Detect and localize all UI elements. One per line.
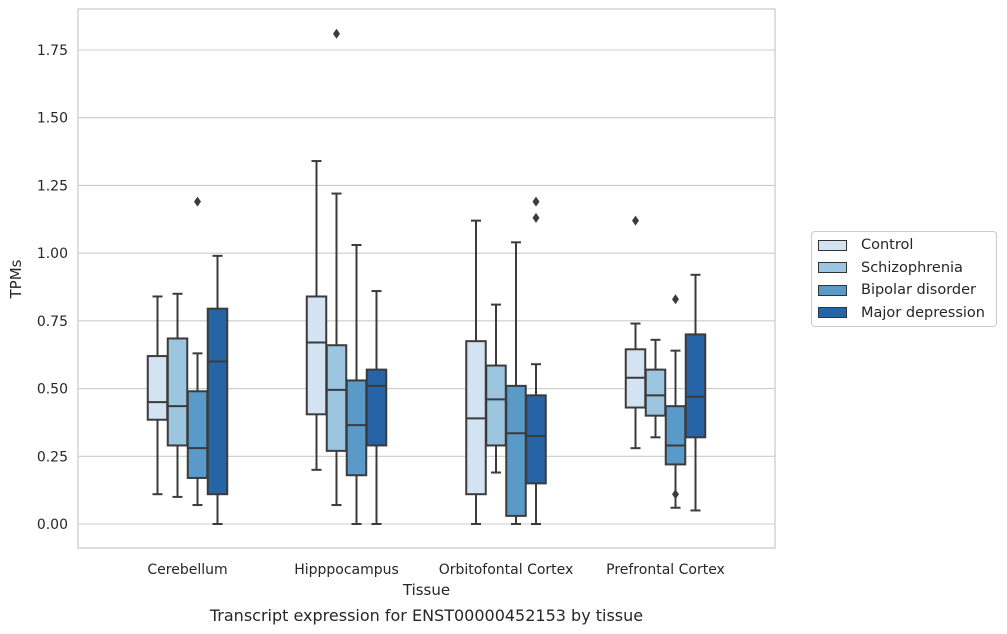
x-tick-label: Cerebellum (147, 562, 227, 578)
box-schizophrenia (166, 292, 189, 498)
legend-item: Major depression (818, 303, 985, 323)
x-axis-label: Tissue (402, 581, 450, 599)
box-iqr (345, 379, 368, 477)
box-bipolar-disorder (186, 196, 209, 507)
outlier-point (532, 196, 540, 207)
box-iqr (525, 394, 547, 485)
box-iqr (325, 344, 348, 452)
box-iqr (305, 295, 328, 416)
outlier-point (672, 294, 679, 305)
box-iqr (206, 307, 229, 496)
box-bipolar-disorder (505, 241, 527, 525)
x-tick-label: Orbitofontal Cortex (439, 562, 574, 578)
box-bipolar-disorder (664, 294, 687, 509)
x-tick-label: Prefrontal Cortex (606, 562, 725, 578)
box-major-depression (684, 273, 707, 512)
box-major-depression (525, 196, 547, 525)
legend-item: Bipolar disorder (818, 280, 976, 300)
legend-label: Control (861, 237, 914, 253)
legend-item: Schizophrenia (818, 258, 963, 278)
y-tick-label: 0.75 (37, 314, 68, 330)
box-major-depression (206, 254, 229, 525)
outlier-point (194, 196, 201, 207)
box-iqr (664, 405, 687, 466)
box-control (146, 295, 169, 496)
legend-swatch (818, 284, 847, 296)
box-iqr (365, 368, 388, 447)
box-iqr (684, 333, 707, 439)
box-schizophrenia (325, 28, 348, 507)
y-tick-label: 0.00 (37, 517, 68, 533)
legend-swatch (818, 262, 847, 273)
box-control (465, 219, 487, 525)
x-tick-labels: Cerebellum Hipppocampus Orbitofontal Corte… (147, 562, 724, 578)
y-tick-labels: 0.00 0.25 0.50 0.75 1.00 1.25 1.50 1.75 (37, 43, 68, 533)
box-bipolar-disorder (345, 244, 368, 525)
legend-label: Major depression (861, 304, 985, 321)
legend-item: Control (818, 235, 913, 255)
outlier-point (672, 489, 679, 500)
legend-swatch (818, 239, 847, 251)
y-tick-label: 0.25 (37, 449, 68, 465)
y-tick-label: 1.25 (37, 178, 68, 194)
figure-caption: Transcript expression for ENST0000045215… (209, 606, 644, 625)
box-schizophrenia (485, 303, 507, 474)
box-schizophrenia (644, 338, 667, 439)
outlier-point (333, 28, 340, 39)
box-major-depression (365, 290, 388, 525)
box-iqr (166, 337, 189, 447)
outlier-point (632, 215, 639, 226)
legend-swatch (818, 307, 847, 318)
outlier-point (532, 212, 540, 223)
x-tick-label: Hipppocampus (294, 562, 399, 578)
plot-frame (77, 8, 776, 549)
box-control (305, 160, 328, 471)
legend-label: Schizophrenia (861, 259, 963, 276)
box-iqr (644, 368, 667, 417)
legend: Control Schizophrenia Bipolar disorder Majo… (811, 231, 997, 327)
y-tick-label: 0.50 (37, 382, 68, 398)
y-tick-label: 1.50 (37, 111, 68, 127)
box-control (624, 215, 647, 450)
box-plot-area (146, 28, 707, 525)
box-iqr (485, 364, 507, 447)
box-iqr (505, 384, 527, 517)
y-axis-label: TPMs (7, 259, 25, 299)
y-tick-label: 1.00 (37, 246, 68, 262)
legend-label: Bipolar disorder (861, 282, 976, 298)
box-iqr (186, 390, 209, 479)
y-tick-label: 1.75 (37, 43, 68, 59)
box-iqr (146, 355, 169, 421)
